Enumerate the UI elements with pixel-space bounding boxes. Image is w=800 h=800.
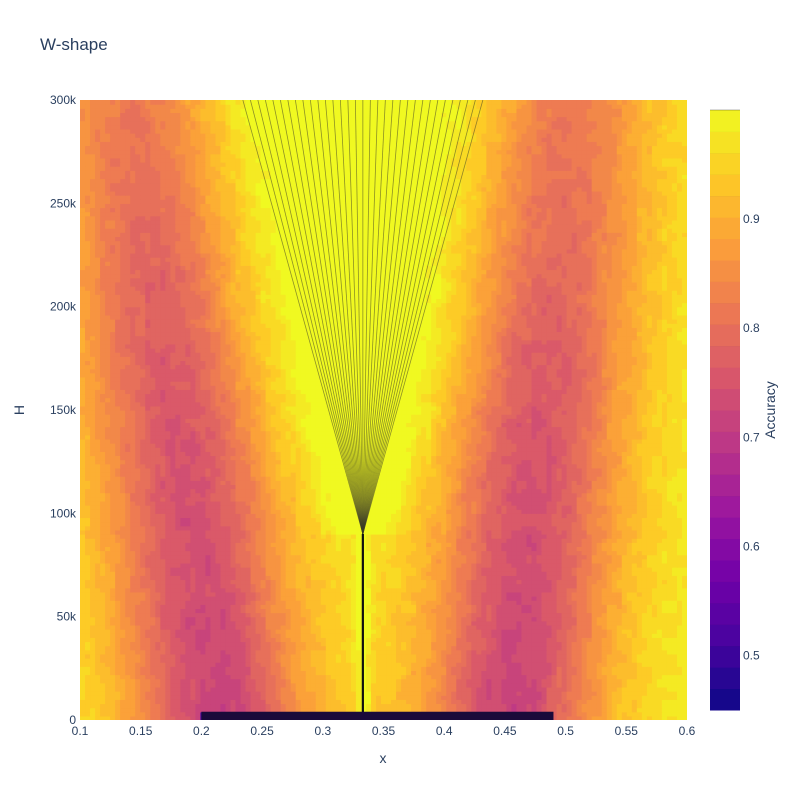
colorbar-band	[710, 217, 740, 240]
x-axis-ticks: 0.1 0.15 0.2 0.25 0.3 0.35 0.4 0.45 0.5 0.55 0.6	[72, 724, 696, 738]
y-tick-label: 200k	[50, 300, 77, 314]
y-tick-label: 50k	[57, 610, 77, 624]
colorbar-band	[710, 452, 740, 475]
colorbar-band	[710, 281, 740, 304]
colorbar-band	[710, 410, 740, 432]
colorbar-band	[710, 581, 740, 604]
colorbar-band	[710, 688, 740, 711]
colorbar-band	[710, 131, 740, 154]
x-tick-label: 0.15	[129, 724, 153, 738]
colorbar-band	[710, 560, 740, 582]
colorbar-band	[710, 388, 740, 411]
colorbar-band	[710, 645, 740, 668]
x-tick-label: 0.3	[314, 724, 331, 738]
colorbar-band	[710, 367, 740, 390]
y-tick-label: 300k	[50, 93, 77, 107]
y-tick-label: 150k	[50, 403, 77, 417]
x-tick-label: 0.25	[250, 724, 274, 738]
x-tick-label: 0.6	[679, 724, 696, 738]
colorbar-title: Accuracy	[762, 381, 778, 439]
colorbar-tick-label: 0.7	[743, 430, 760, 444]
colorbar-band	[710, 667, 740, 690]
colorbar-band	[710, 302, 740, 325]
colorbar-tick-label: 0.8	[743, 321, 760, 335]
x-tick-label: 0.45	[493, 724, 517, 738]
colorbar-tick-label: 0.5	[743, 648, 760, 662]
colorbar-band	[710, 174, 740, 197]
x-tick-label: 0.1	[72, 724, 89, 738]
colorbar-band	[710, 260, 740, 282]
x-axis-title: x	[380, 750, 387, 766]
chart-title: W-shape	[40, 35, 108, 54]
colorbar-band	[710, 474, 740, 497]
y-axis-title: H	[11, 405, 27, 415]
y-axis-ticks: 0 50k 100k 150k 200k 250k 300k	[50, 93, 77, 727]
y-tick-label: 0	[69, 713, 76, 727]
colorbar-band	[710, 538, 740, 561]
y-tick-label: 100k	[50, 506, 77, 520]
colorbar-band	[710, 495, 740, 518]
colorbar: 0.5 0.6 0.7 0.8 0.9	[710, 109, 760, 711]
colorbar-band	[710, 517, 740, 540]
x-tick-label: 0.35	[372, 724, 396, 738]
colorbar-band	[710, 238, 740, 261]
colorbar-band	[710, 324, 740, 347]
colorbar-band	[710, 624, 740, 647]
y-tick-label: 250k	[50, 196, 77, 210]
x-tick-label: 0.2	[193, 724, 210, 738]
colorbar-band	[710, 195, 740, 218]
colorbar-band	[710, 152, 740, 175]
colorbar-band	[710, 110, 740, 132]
x-tick-label: 0.55	[615, 724, 639, 738]
plot-area[interactable]	[80, 100, 688, 721]
colorbar-band	[710, 345, 740, 368]
colorbar-band	[710, 431, 740, 454]
colorbar-tick-label: 0.6	[743, 539, 760, 553]
x-tick-label: 0.4	[436, 724, 453, 738]
x-tick-label: 0.5	[557, 724, 574, 738]
colorbar-band	[710, 602, 740, 625]
colorbar-tick-label: 0.9	[743, 212, 760, 226]
